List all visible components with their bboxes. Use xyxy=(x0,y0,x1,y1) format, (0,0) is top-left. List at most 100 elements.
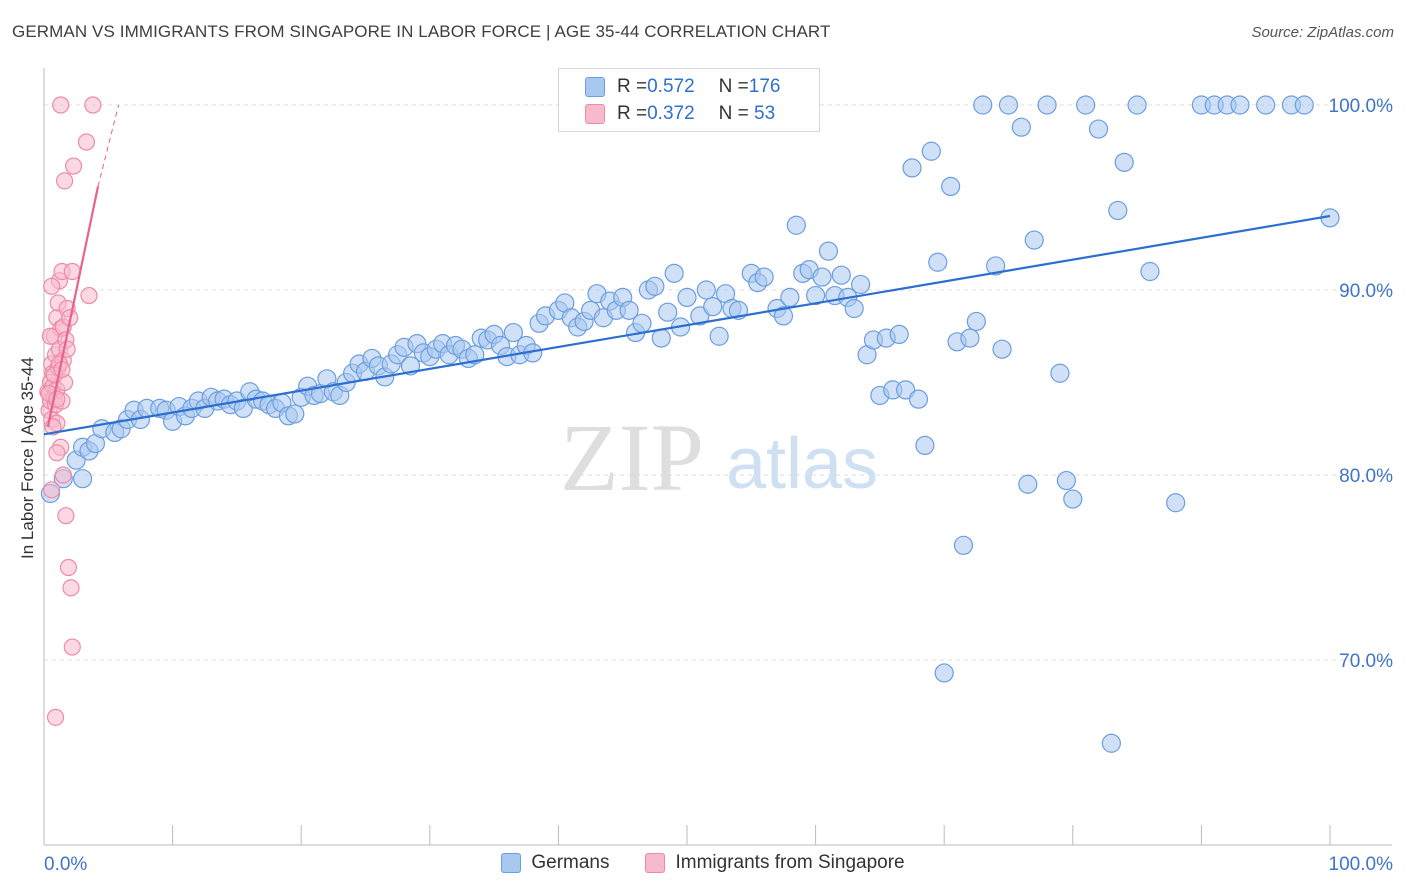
germans-point-130 xyxy=(921,141,941,161)
germans-point-91 xyxy=(651,328,671,348)
germans-point-129 xyxy=(915,435,935,455)
singapore-point-49 xyxy=(84,96,102,114)
germans-point-152 xyxy=(1108,200,1128,221)
germans-trend-line xyxy=(43,214,1331,436)
y-tick-label-2: 90.0% xyxy=(1339,281,1393,302)
germans-point-128 xyxy=(908,389,929,409)
legend-n-label: N = xyxy=(718,103,749,124)
germans-point-96 xyxy=(690,306,710,326)
germans-point-136 xyxy=(960,328,980,348)
source-label: Source: ZipAtlas.com xyxy=(1251,24,1394,41)
germans-point-132 xyxy=(934,663,954,683)
germans-point-113 xyxy=(812,267,832,287)
singapore-point-36 xyxy=(63,638,81,656)
singapore-point-29 xyxy=(57,507,75,525)
legend-label-germans: Germans xyxy=(531,852,610,873)
germans-point-140 xyxy=(992,339,1012,359)
germans-point-125 xyxy=(889,324,909,344)
singapore-point-50 xyxy=(48,444,66,462)
germans-point-88 xyxy=(632,313,652,333)
singapore-point-51 xyxy=(43,277,61,295)
singapore-point-45 xyxy=(41,327,60,345)
legend-row-germans: R = 0.572 N = 176 xyxy=(585,74,780,100)
legend-item-singapore: Immigrants from Singapore xyxy=(645,852,905,874)
germans-point-112 xyxy=(805,285,826,306)
legend-r-label: R = xyxy=(617,76,648,97)
germans-point-133 xyxy=(941,176,961,196)
germans-point-150 xyxy=(1088,119,1109,139)
germans-point-114 xyxy=(818,241,839,261)
trend-lines xyxy=(43,104,1331,436)
germans-point-138 xyxy=(973,95,993,115)
y-tick-label-1: 80.0% xyxy=(1339,466,1393,487)
germans-point-147 xyxy=(1056,470,1076,491)
legend-r-value: 0.372 xyxy=(647,103,695,124)
germans-point-3 xyxy=(72,469,93,489)
germans-point-69 xyxy=(503,322,523,343)
singapore-point-25 xyxy=(54,466,72,484)
grid-lines xyxy=(44,104,1392,661)
germans-point-119 xyxy=(851,274,871,295)
germans-point-95 xyxy=(677,287,697,307)
germans-point-92 xyxy=(658,302,678,322)
correlation-legend: R = 0.572 N = 176 R = 0.372 N = 53 xyxy=(558,68,820,132)
legend-swatch-pink xyxy=(585,104,605,124)
y-tick-label-3: 100.0% xyxy=(1329,96,1394,117)
germans-point-146 xyxy=(1050,363,1070,383)
legend-n-value: 176 xyxy=(748,76,781,97)
germans-point-90 xyxy=(645,276,665,296)
legend-swatch-blue xyxy=(585,77,605,97)
x-tick-label-max: 100.0% xyxy=(1329,854,1394,875)
swatch-germans xyxy=(501,853,522,873)
y-axis-label: In Labor Force | Age 35-44 xyxy=(18,357,37,559)
singapore-point-37 xyxy=(64,157,83,175)
germans-point-126 xyxy=(896,380,916,400)
germans-point-63 xyxy=(465,345,485,365)
germans-point-98 xyxy=(703,297,723,317)
legend-n-value: 53 xyxy=(748,103,776,124)
singapore-point-35 xyxy=(63,262,81,281)
germans-point-118 xyxy=(844,298,864,319)
germans-point-108 xyxy=(780,287,800,307)
germans-point-109 xyxy=(786,215,806,235)
germans-point-107 xyxy=(773,306,794,326)
legend-item-germans: Germans xyxy=(501,852,609,874)
tick-labels: 70.0% 80.0% 90.0% 100.0% 0.0% 100.0% xyxy=(44,96,1393,875)
germans-point-135 xyxy=(953,535,974,555)
germans-point-148 xyxy=(1063,489,1083,509)
singapore-point-39 xyxy=(43,481,61,499)
legend-row-singapore: R = 0.372 N = 53 xyxy=(585,101,775,127)
singapore-points xyxy=(39,96,102,726)
germans-point-86 xyxy=(619,300,639,320)
singapore-point-27 xyxy=(55,172,74,190)
legend-r-value: 0.572 xyxy=(647,76,695,97)
germans-point-163 xyxy=(1294,95,1314,115)
germans-point-127 xyxy=(902,158,922,178)
germans-point-156 xyxy=(1166,493,1186,513)
germans-point-153 xyxy=(1114,152,1134,172)
singapore-trend-line xyxy=(46,186,100,428)
germans-point-145 xyxy=(1037,95,1057,115)
swatch-singapore xyxy=(645,853,666,873)
germans-point-116 xyxy=(831,265,851,285)
germans-point-161 xyxy=(1256,95,1276,115)
germans-point-149 xyxy=(1076,95,1096,115)
x-tick-label-min: 0.0% xyxy=(44,854,87,875)
germans-point-154 xyxy=(1127,95,1147,115)
germans-point-160 xyxy=(1230,95,1250,115)
singapore-point-31 xyxy=(58,340,76,358)
singapore-point-47 xyxy=(77,133,96,151)
watermark: ZIP atlas xyxy=(560,404,878,511)
legend-n-label: N = xyxy=(718,76,749,97)
y-tick-label-0: 70.0% xyxy=(1339,651,1393,672)
germans-point-97 xyxy=(696,280,716,300)
singapore-point-34 xyxy=(62,579,80,597)
singapore-point-48 xyxy=(80,286,98,305)
germans-point-105 xyxy=(754,267,774,287)
watermark-atlas: atlas xyxy=(726,424,878,504)
watermark-zip: ZIP xyxy=(560,404,704,511)
singapore-point-42 xyxy=(48,390,66,408)
germans-point-35 xyxy=(285,404,305,424)
chart-title: GERMAN VS IMMIGRANTS FROM SINGAPORE IN L… xyxy=(12,22,831,41)
